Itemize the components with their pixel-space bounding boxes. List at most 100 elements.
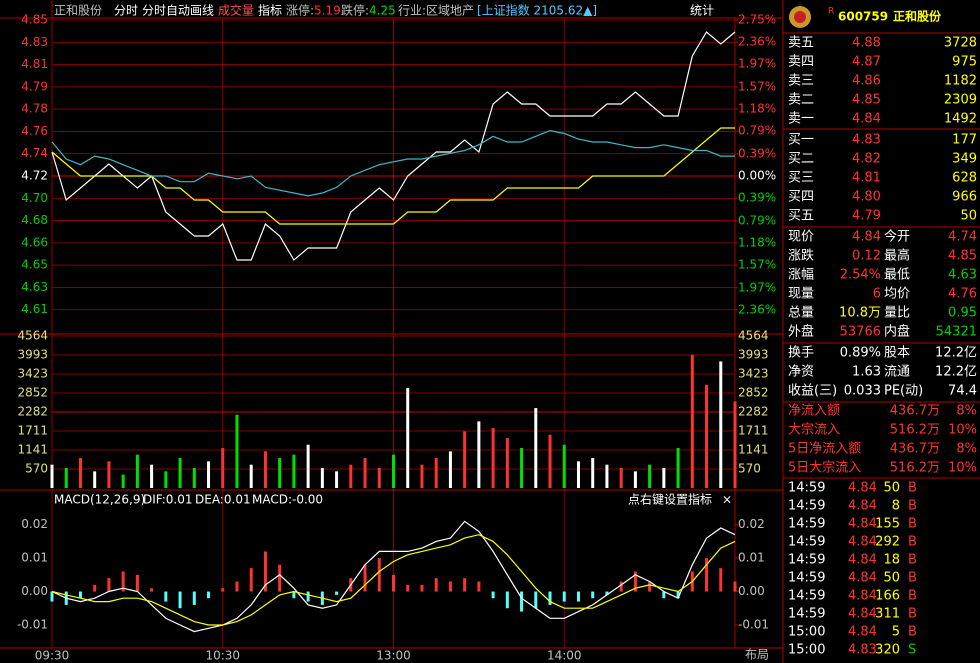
stats-button[interactable]: 统计 <box>690 4 714 18</box>
bar <box>719 568 723 592</box>
bid-price: 4.79 <box>852 209 881 224</box>
bar <box>392 454 395 488</box>
share-label: 流通 <box>884 365 910 380</box>
bar <box>520 591 524 612</box>
macd-close[interactable]: × <box>722 493 732 507</box>
trade-time: 14:59 <box>788 481 825 496</box>
series-line <box>51 520 736 633</box>
mode-tab[interactable]: 分时 <box>114 4 138 18</box>
ask-volume: 3728 <box>944 36 977 51</box>
bid-price: 4.82 <box>852 152 881 167</box>
y-tick-label-right: 3993 <box>738 348 769 362</box>
share-value: 12.2亿 <box>935 346 977 361</box>
trade-price: 4.84 <box>848 571 877 586</box>
trade-volume: 320 <box>875 643 900 658</box>
bid-label: 买五 <box>788 209 814 224</box>
bid-label: 买一 <box>788 133 814 148</box>
stat-value: 0.95 <box>948 306 977 321</box>
bar <box>249 568 253 592</box>
trade-volume: 292 <box>875 535 900 550</box>
flow-label: 5日大宗流入 <box>788 460 861 476</box>
bar <box>548 591 552 605</box>
y-tick-label: 1711 <box>17 424 48 438</box>
bar <box>705 384 709 488</box>
ask-price: 4.87 <box>852 55 881 70</box>
bid-label: 买四 <box>788 190 814 205</box>
y-tick-label: 4.66 <box>21 235 48 249</box>
bar <box>221 588 225 592</box>
trade-volume: 311 <box>875 607 900 622</box>
stat-label: 内盘 <box>884 324 910 340</box>
bid-volume: 349 <box>952 152 977 167</box>
limit-up-label: 涨停: <box>286 3 314 18</box>
y-tick-label-right: 0.01 <box>738 551 765 565</box>
bar <box>605 464 609 488</box>
stat-label: 最高 <box>884 248 910 264</box>
logo-inner <box>794 11 806 23</box>
y-tick-label: 4.72 <box>21 169 48 183</box>
bar <box>164 471 168 488</box>
y-tick-label: 4.63 <box>21 280 48 294</box>
bar <box>576 461 580 488</box>
bar <box>292 591 296 599</box>
trade-price: 4.84 <box>848 481 877 496</box>
trade-time: 14:59 <box>788 571 825 586</box>
bar <box>278 564 282 592</box>
y-tick-label: 0.01 <box>21 551 48 565</box>
y2-tick-label: 2.36% <box>738 35 776 49</box>
stat-value: 54321 <box>936 325 977 340</box>
bar <box>420 464 424 488</box>
y-tick-label-right: 2852 <box>738 386 769 400</box>
y2-tick-label: 0.79% <box>738 124 776 138</box>
volume-tab[interactable]: 成交量 <box>218 3 254 18</box>
trade-time: 14:59 <box>788 517 825 532</box>
stat-label: 现价 <box>788 230 814 245</box>
indicator-tab[interactable]: 指标 <box>258 3 282 18</box>
trade-time: 14:59 <box>788 499 825 514</box>
stock-name[interactable]: 正和股份 <box>54 4 102 18</box>
bar <box>548 434 552 488</box>
share-label: 净资 <box>788 365 814 380</box>
bid-label: 买二 <box>788 152 814 167</box>
trade-side: B <box>908 535 917 550</box>
trade-volume: 50 <box>883 571 900 586</box>
ask-label: 卖三 <box>788 74 814 89</box>
stat-value: 53766 <box>840 325 881 340</box>
layout-button[interactable]: 布局 <box>745 648 769 662</box>
bar <box>335 591 339 595</box>
bar <box>221 448 225 488</box>
macd-value: MACD:-0.00 <box>252 493 323 507</box>
trade-time: 14:59 <box>788 589 825 604</box>
x-tick-label: 13:00 <box>376 649 411 663</box>
flow-label: 5日净流入额 <box>788 442 861 457</box>
bar <box>263 451 267 488</box>
y2-tick-label: 1.57% <box>738 79 776 93</box>
flow-label: 净流入额 <box>788 404 840 419</box>
share-value: 1.63 <box>852 365 881 380</box>
bar <box>562 591 566 602</box>
bar <box>93 471 97 488</box>
bar <box>420 584 424 592</box>
bar <box>50 591 54 602</box>
y2-tick-label: 1.57% <box>738 258 776 272</box>
flow-value: 436.7万 <box>890 442 940 457</box>
y-tick-label: 1141 <box>17 443 48 457</box>
stat-value: 4.74 <box>948 230 977 245</box>
y-tick-label: 4.70 <box>21 191 48 205</box>
bar <box>135 454 139 488</box>
stat-value: 10.8万 <box>839 306 881 321</box>
bar <box>121 571 125 592</box>
bar <box>633 571 637 592</box>
bid-volume: 177 <box>952 133 977 148</box>
flow-value: 516.2万 <box>890 461 940 476</box>
bar <box>278 458 282 488</box>
bar <box>292 454 296 488</box>
bar <box>562 444 566 488</box>
auto-line-tab[interactable]: 分时自动画线 <box>142 4 214 18</box>
index-quote: [上证指数 2105.62▲] <box>477 3 597 18</box>
y-tick-label: 2852 <box>17 386 48 400</box>
share-label: 股本 <box>884 346 910 361</box>
y-tick-label: 4.81 <box>21 57 48 71</box>
bar <box>491 591 495 599</box>
